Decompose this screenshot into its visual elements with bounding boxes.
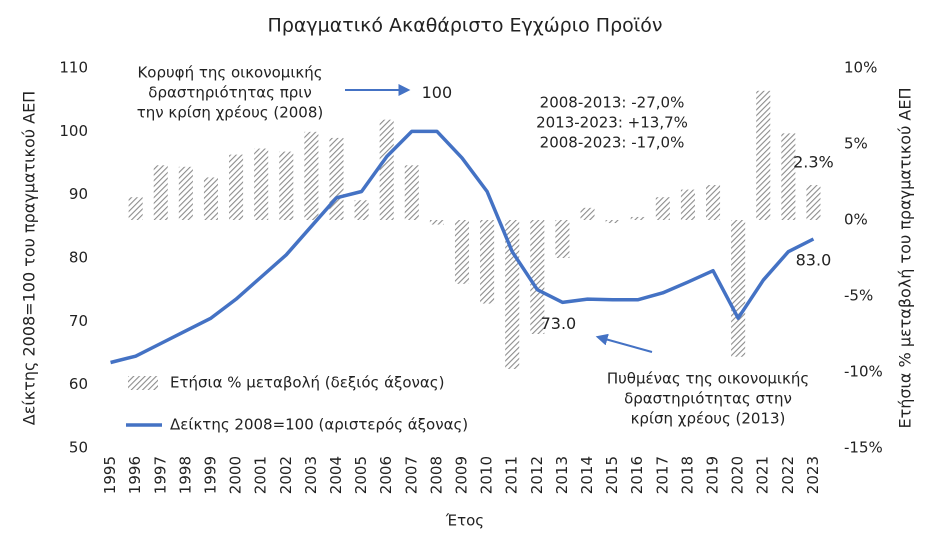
x-tick-label: 2006	[377, 456, 395, 494]
x-tick-label: 2015	[603, 456, 621, 494]
bar	[379, 119, 394, 220]
bar	[731, 220, 746, 357]
bar	[279, 151, 294, 220]
bar	[254, 148, 269, 220]
x-tick-label: 2016	[628, 456, 646, 494]
x-tick-label: 2005	[352, 456, 370, 494]
bar	[806, 185, 821, 220]
annotation: 2008-2023: -17,0%	[540, 134, 685, 152]
x-tick-label: 1996	[126, 456, 144, 494]
x-tick-label: 2019	[704, 456, 722, 494]
chart-title: Πραγματικό Ακαθάριστο Εγχώριο Προϊόν	[268, 15, 663, 37]
x-tick-label: 2000	[227, 456, 245, 494]
bar	[454, 220, 470, 284]
x-tick-label: 2014	[578, 456, 596, 494]
bar	[756, 90, 771, 220]
legend-label: Ετήσια % μεταβολή (δεξιός άξονας)	[170, 374, 444, 392]
y2-tick-label: -10%	[844, 363, 883, 381]
x-tick-label: 2023	[804, 456, 822, 494]
annotation: την κρίση χρέους (2008)	[137, 104, 324, 122]
y-tick-label: 70	[69, 312, 88, 330]
x-tick-label: 2013	[553, 456, 571, 494]
bar	[153, 165, 168, 220]
x-tick-label: 1997	[151, 456, 169, 494]
y2-tick-label: 0%	[844, 211, 868, 229]
x-tick-label: 2002	[277, 456, 295, 494]
bar	[605, 220, 620, 224]
bar	[404, 165, 419, 220]
y2-tick-label: -15%	[844, 439, 883, 457]
y-tick-label: 110	[59, 59, 88, 77]
bar	[229, 154, 244, 220]
bar	[655, 197, 670, 220]
y2-tick-label: -5%	[844, 287, 873, 305]
y-tick-label: 60	[69, 375, 88, 393]
x-tick-label: 2010	[478, 456, 496, 494]
x-tick-label: 2008	[427, 456, 445, 494]
x-tick-label: 1995	[101, 456, 119, 494]
annotation: Πυθμένας της οικονομικής	[607, 370, 809, 388]
y-tick-label: 80	[69, 249, 88, 267]
x-tick-label: 2022	[779, 456, 797, 494]
bar	[706, 185, 721, 220]
bar	[203, 177, 218, 220]
x-tick-label: 2001	[252, 456, 270, 494]
annotation: κρίση χρέους (2013)	[631, 410, 786, 428]
y-axis-title: Δείκτης 2008=100 του πραγματικού ΑΕΠ	[20, 91, 39, 425]
data-label: 2.3%	[793, 153, 834, 172]
y2-tick-label: 5%	[844, 135, 868, 153]
bar	[555, 220, 570, 258]
x-tick-label: 2012	[528, 456, 546, 494]
x-tick-label: 2021	[754, 456, 772, 494]
x-axis-title: Έτος	[445, 512, 484, 530]
y-tick-label: 90	[69, 185, 88, 203]
bar	[781, 133, 796, 220]
x-tick-label: 2003	[302, 456, 320, 494]
bar	[329, 137, 344, 220]
y2-tick-label: 10%	[844, 59, 877, 77]
data-label: 83.0	[796, 251, 832, 270]
annotation: Κορυφή της οικονομικής	[137, 64, 322, 82]
y-tick-label: 100	[59, 122, 88, 140]
x-tick-label: 2017	[653, 456, 671, 494]
bar	[580, 207, 595, 220]
x-tick-label: 2011	[503, 456, 521, 494]
bar	[680, 189, 695, 220]
data-label: 100	[422, 83, 453, 102]
bar	[630, 216, 645, 220]
x-tick-label: 1999	[201, 456, 219, 494]
y-tick-label: 50	[69, 439, 88, 457]
x-tick-label: 2009	[453, 456, 471, 494]
line	[110, 129, 815, 365]
x-tick-label: 2004	[327, 456, 345, 494]
annotation: δραστηριότητας πριν	[148, 84, 311, 102]
x-tick-label: 2020	[729, 456, 747, 494]
legend-label: Δείκτης 2008=100 (αριστερός άξονας)	[170, 416, 468, 434]
x-tick-label: 2007	[402, 456, 420, 494]
annotation: 2008-2013: -27,0%	[540, 94, 685, 112]
bar	[429, 220, 444, 225]
data-label: 73.0	[541, 314, 577, 333]
bar	[530, 220, 545, 334]
annotation-arrow	[595, 333, 653, 353]
bar	[480, 220, 495, 304]
annotation: 2013-2023: +13,7%	[536, 114, 688, 132]
x-tick-label: 1998	[176, 456, 194, 494]
x-tick-label: 2018	[678, 456, 696, 494]
annotation: δραστηριότητας στην	[624, 390, 792, 408]
bar	[178, 166, 193, 220]
bar	[304, 131, 319, 220]
y2-axis-title: Ετήσια % μεταβολή του πραγματικού ΑΕΠ	[896, 87, 915, 428]
bar	[354, 200, 369, 220]
bar	[128, 197, 143, 220]
legend-swatch	[128, 376, 158, 390]
